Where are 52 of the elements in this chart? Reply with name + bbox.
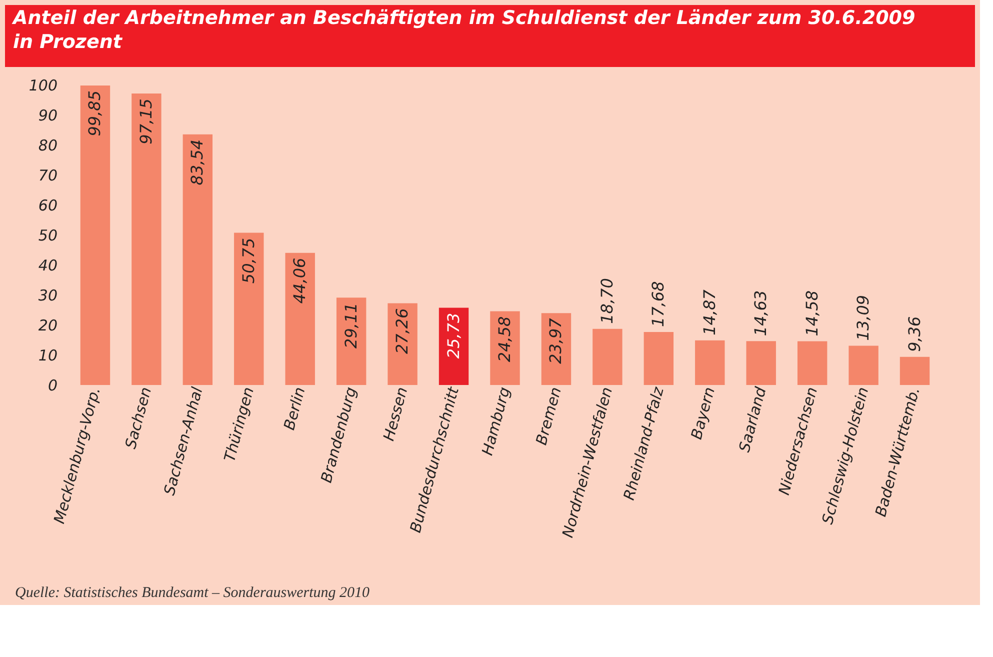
y-tick-label: 70 [38,166,58,184]
data-label: 17,68 [648,281,668,327]
x-tick-label: Sachsen [121,385,156,451]
y-tick-label: 100 [28,76,58,94]
bar [234,232,264,385]
data-label: 83,54 [188,139,207,186]
y-tick-label: 50 [38,226,58,244]
x-tick-label: Hessen [380,385,412,443]
bar [644,332,674,385]
y-tick-label: 10 [38,346,58,364]
data-label: 14,58 [802,290,822,336]
x-tick-label: Berlin [280,385,309,432]
data-label: 14,63 [751,290,770,336]
bar [132,94,162,385]
y-tick-label: 60 [38,196,58,214]
chart-title: Anteil der Arbeitnehmer an Beschäftigten im Schuldienst der Länder zum 30.6.2009 in Prozent [11,7,916,53]
data-label: 50,75 [238,238,258,284]
x-tick-label: Bayern [687,385,719,442]
bar [848,346,878,385]
y-tick-label: 20 [38,316,58,334]
y-tick-label: 40 [38,256,58,274]
data-label: 25,73 [444,312,463,359]
data-label: 97,15 [136,98,156,144]
bar [592,328,622,385]
data-label: 44,06 [290,258,310,304]
bar [695,340,725,385]
bar [438,308,469,385]
source-note: Quelle: Statistisches Bundesamt – Sonderauswertung 2010 [15,585,370,601]
y-tick-label: 30 [38,286,58,304]
bar [797,341,828,385]
data-label: 14,87 [700,288,719,336]
bar [182,134,213,385]
data-label: 29,11 [341,302,360,348]
data-label: 27,26 [392,308,412,354]
bar [490,311,520,385]
bar [900,356,930,385]
data-label: 24,58 [495,316,514,362]
data-label: 18,70 [597,278,616,324]
y-tick-label: 80 [38,136,58,154]
data-label: 23,97 [546,317,566,364]
bar [80,85,110,385]
y-tick-label: 90 [38,106,58,124]
y-tick-label: 0 [48,376,58,394]
data-label: 13,09 [854,294,873,341]
bar [336,298,366,385]
bar [285,252,315,385]
data-label: 9,36 [904,316,924,352]
x-tick-label: Bremen [532,385,565,447]
data-label: 99,85 [85,90,104,136]
bar [541,313,572,385]
bar [388,303,418,385]
bar [746,341,776,385]
